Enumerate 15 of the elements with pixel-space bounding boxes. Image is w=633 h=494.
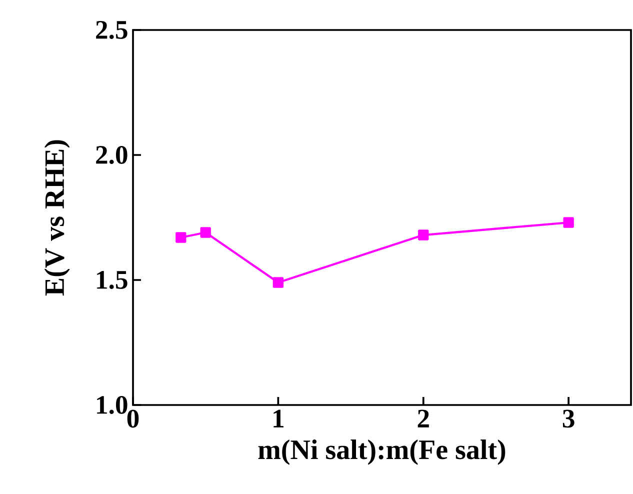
y-tick-label: 2.0 — [96, 146, 128, 164]
y-axis-title: E(V vs RHE) — [44, 140, 70, 296]
y-tick-label: 1.0 — [97, 396, 128, 414]
x-tick-label: 3 — [562, 410, 574, 428]
point — [418, 230, 429, 240]
x-tick-label: 0 — [127, 410, 139, 428]
x-tick-label: 2 — [418, 410, 429, 428]
y-tick-label: 2.5 — [96, 20, 128, 40]
point — [563, 217, 574, 228]
point — [272, 277, 284, 288]
x-tick-label: 1 — [274, 410, 284, 428]
point — [176, 232, 186, 243]
point — [200, 227, 211, 238]
y-tick-label: 1.5 — [97, 271, 128, 289]
x-axis-title: m(Ni salt):m(Fe salt) — [258, 440, 506, 465]
